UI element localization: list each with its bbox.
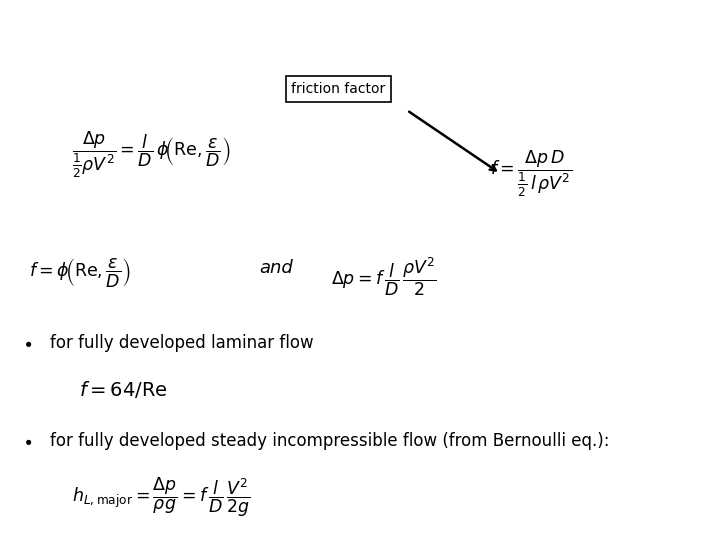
Text: $\bullet$: $\bullet$ xyxy=(22,334,32,352)
Text: $\bullet$: $\bullet$ xyxy=(22,433,32,450)
Text: friction factor: friction factor xyxy=(292,82,385,96)
Text: $f = 64/\mathrm{Re}$: $f = 64/\mathrm{Re}$ xyxy=(79,379,168,400)
Text: for fully developed steady incompressible flow (from Bernoulli eq.):: for fully developed steady incompressibl… xyxy=(50,433,610,450)
Text: Dimensional analysis of pipe flow: Dimensional analysis of pipe flow xyxy=(14,16,720,54)
Text: $\Delta p = f\,\dfrac{l}{D}\,\dfrac{\rho V^2}{2}$: $\Delta p = f\,\dfrac{l}{D}\,\dfrac{\rho… xyxy=(331,255,437,298)
Text: $f = \dfrac{\Delta p\, D}{\frac{1}{2}\,l\,\rho V^2}$: $f = \dfrac{\Delta p\, D}{\frac{1}{2}\,l… xyxy=(490,148,572,199)
Text: $\dfrac{\Delta p}{\frac{1}{2}\rho V^2} = \dfrac{l}{D}\,\phi\!\left(\mathrm{Re}, : $\dfrac{\Delta p}{\frac{1}{2}\rho V^2} =… xyxy=(72,130,230,180)
Text: and: and xyxy=(259,259,293,276)
Text: $h_{L,\mathrm{major}} = \dfrac{\Delta p}{\rho g} = f\,\dfrac{l}{D}\,\dfrac{V^2}{: $h_{L,\mathrm{major}} = \dfrac{\Delta p}… xyxy=(72,476,251,519)
Text: $f = \phi\!\left(\mathrm{Re}, \dfrac{\varepsilon}{D}\right)$: $f = \phi\!\left(\mathrm{Re}, \dfrac{\va… xyxy=(29,256,130,289)
Text: for fully developed laminar flow: for fully developed laminar flow xyxy=(50,334,314,352)
